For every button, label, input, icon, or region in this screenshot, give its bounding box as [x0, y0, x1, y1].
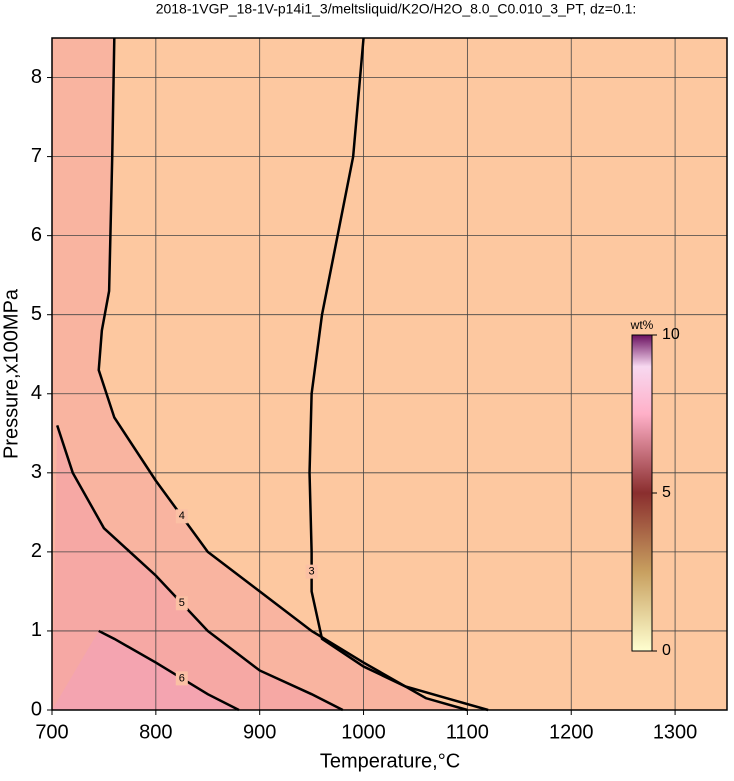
x-tick-label: 1300 — [653, 721, 698, 743]
contour-label: 3 — [309, 566, 315, 578]
y-tick-label: 3 — [31, 461, 42, 483]
x-tick-label: 1100 — [446, 721, 489, 743]
contour-label-bg — [175, 509, 188, 524]
y-tick-label: 2 — [31, 540, 42, 562]
region-fill — [52, 425, 343, 710]
x-axis-label: Temperature,°C — [320, 750, 460, 772]
x-tick-label: 700 — [35, 721, 68, 743]
colorbar-label: wt% — [630, 318, 654, 332]
y-tick-label: 6 — [31, 224, 42, 246]
contour-label-bg — [175, 671, 188, 686]
y-tick-label: 1 — [31, 619, 42, 641]
chart-title: 2018-1VGP_18-1V-p14i1_3/meltsliquid/K2O/… — [156, 1, 637, 17]
contour-line — [98, 629, 240, 712]
colorbar — [631, 334, 653, 652]
contour-label-bg — [305, 564, 318, 579]
x-tick-label: 1000 — [341, 721, 386, 743]
region-fill — [52, 630, 239, 710]
plot-frame — [51, 37, 728, 711]
colorbar-tick-label: 5 — [662, 484, 671, 501]
y-tick-label: 0 — [31, 698, 42, 720]
contour-label: 5 — [179, 597, 185, 609]
x-tick-label: 1200 — [549, 721, 594, 743]
y-axis-label: Pressure,x100MPa — [0, 288, 22, 459]
contour-label: 6 — [179, 672, 185, 684]
y-tick-label: 7 — [31, 145, 42, 167]
y-tick-label: 8 — [31, 66, 42, 88]
contour-line — [97, 37, 468, 712]
x-tick-label: 900 — [243, 721, 276, 743]
y-tick-label: 5 — [31, 303, 42, 325]
contour-label-bg — [175, 596, 188, 611]
y-tick-label: 4 — [31, 382, 42, 404]
colorbar-tick-label: 0 — [662, 642, 671, 659]
contour-label: 4 — [179, 510, 185, 522]
colorbar-tick-label: 10 — [662, 326, 680, 343]
x-tick-label: 800 — [139, 721, 172, 743]
